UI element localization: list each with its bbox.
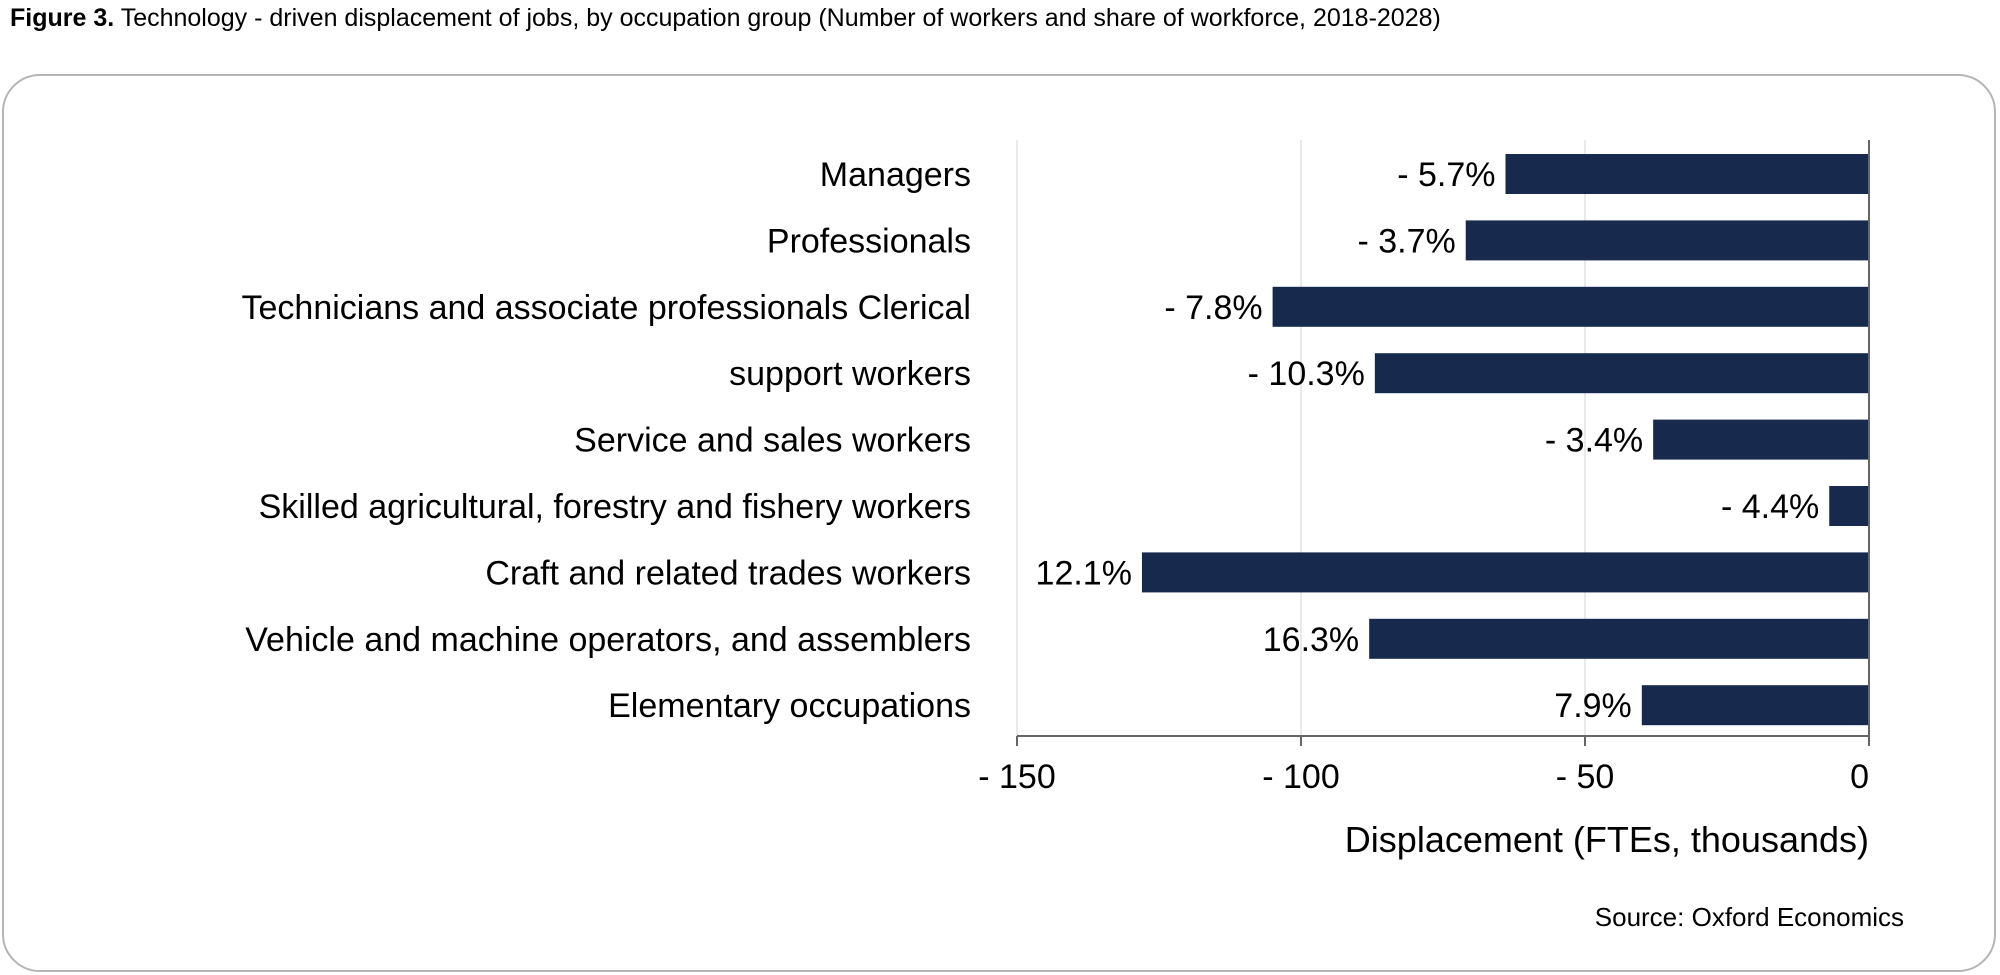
data-label: 16.3% [1263,621,1359,659]
x-tick-label: 0 [1850,758,1869,796]
x-tick-label: - 150 [978,758,1056,796]
data-label: - 4.4% [1721,488,1819,526]
bar [1653,419,1869,460]
category-label: Craft and related trades workers [485,554,971,592]
figure-number: Figure 3. [10,4,115,32]
category-label: Elementary occupations [608,687,971,725]
x-tick-label: - 50 [1556,758,1615,796]
data-label: - 7.8% [1164,289,1262,327]
category-label: Managers [820,156,971,194]
bar [1369,618,1869,659]
category-label: Technicians and associate professionals … [242,289,972,327]
data-label: - 10.3% [1248,355,1365,393]
bar [1141,552,1869,593]
x-axis-title: Displacement (FTEs, thousands) [1345,819,1869,860]
category-label: Service and sales workers [574,422,971,460]
bar [1465,220,1869,261]
bar [1374,353,1869,394]
bar [1272,286,1869,327]
category-label: support workers [729,355,971,393]
source-note: Source: Oxford Economics [1594,902,1904,932]
data-label: - 5.7% [1397,156,1495,194]
x-tick-label: - 100 [1262,758,1340,796]
data-label: 12.1% [1036,554,1132,592]
bar [1505,154,1869,194]
figure-title: Figure 3. Technology - driven displaceme… [10,4,1441,33]
category-label: Skilled agricultural, forestry and fishe… [259,488,971,526]
category-label: Vehicle and machine operators, and assem… [245,621,971,659]
bar [1829,486,1869,526]
figure-title-text: Technology - driven displacement of jobs… [120,4,1441,32]
data-label: - 3.7% [1357,222,1455,260]
chart-card [2,74,1996,972]
data-label: - 3.4% [1545,422,1643,460]
category-label: Professionals [767,222,971,260]
data-label: 7.9% [1554,687,1632,725]
bar [1641,685,1869,726]
